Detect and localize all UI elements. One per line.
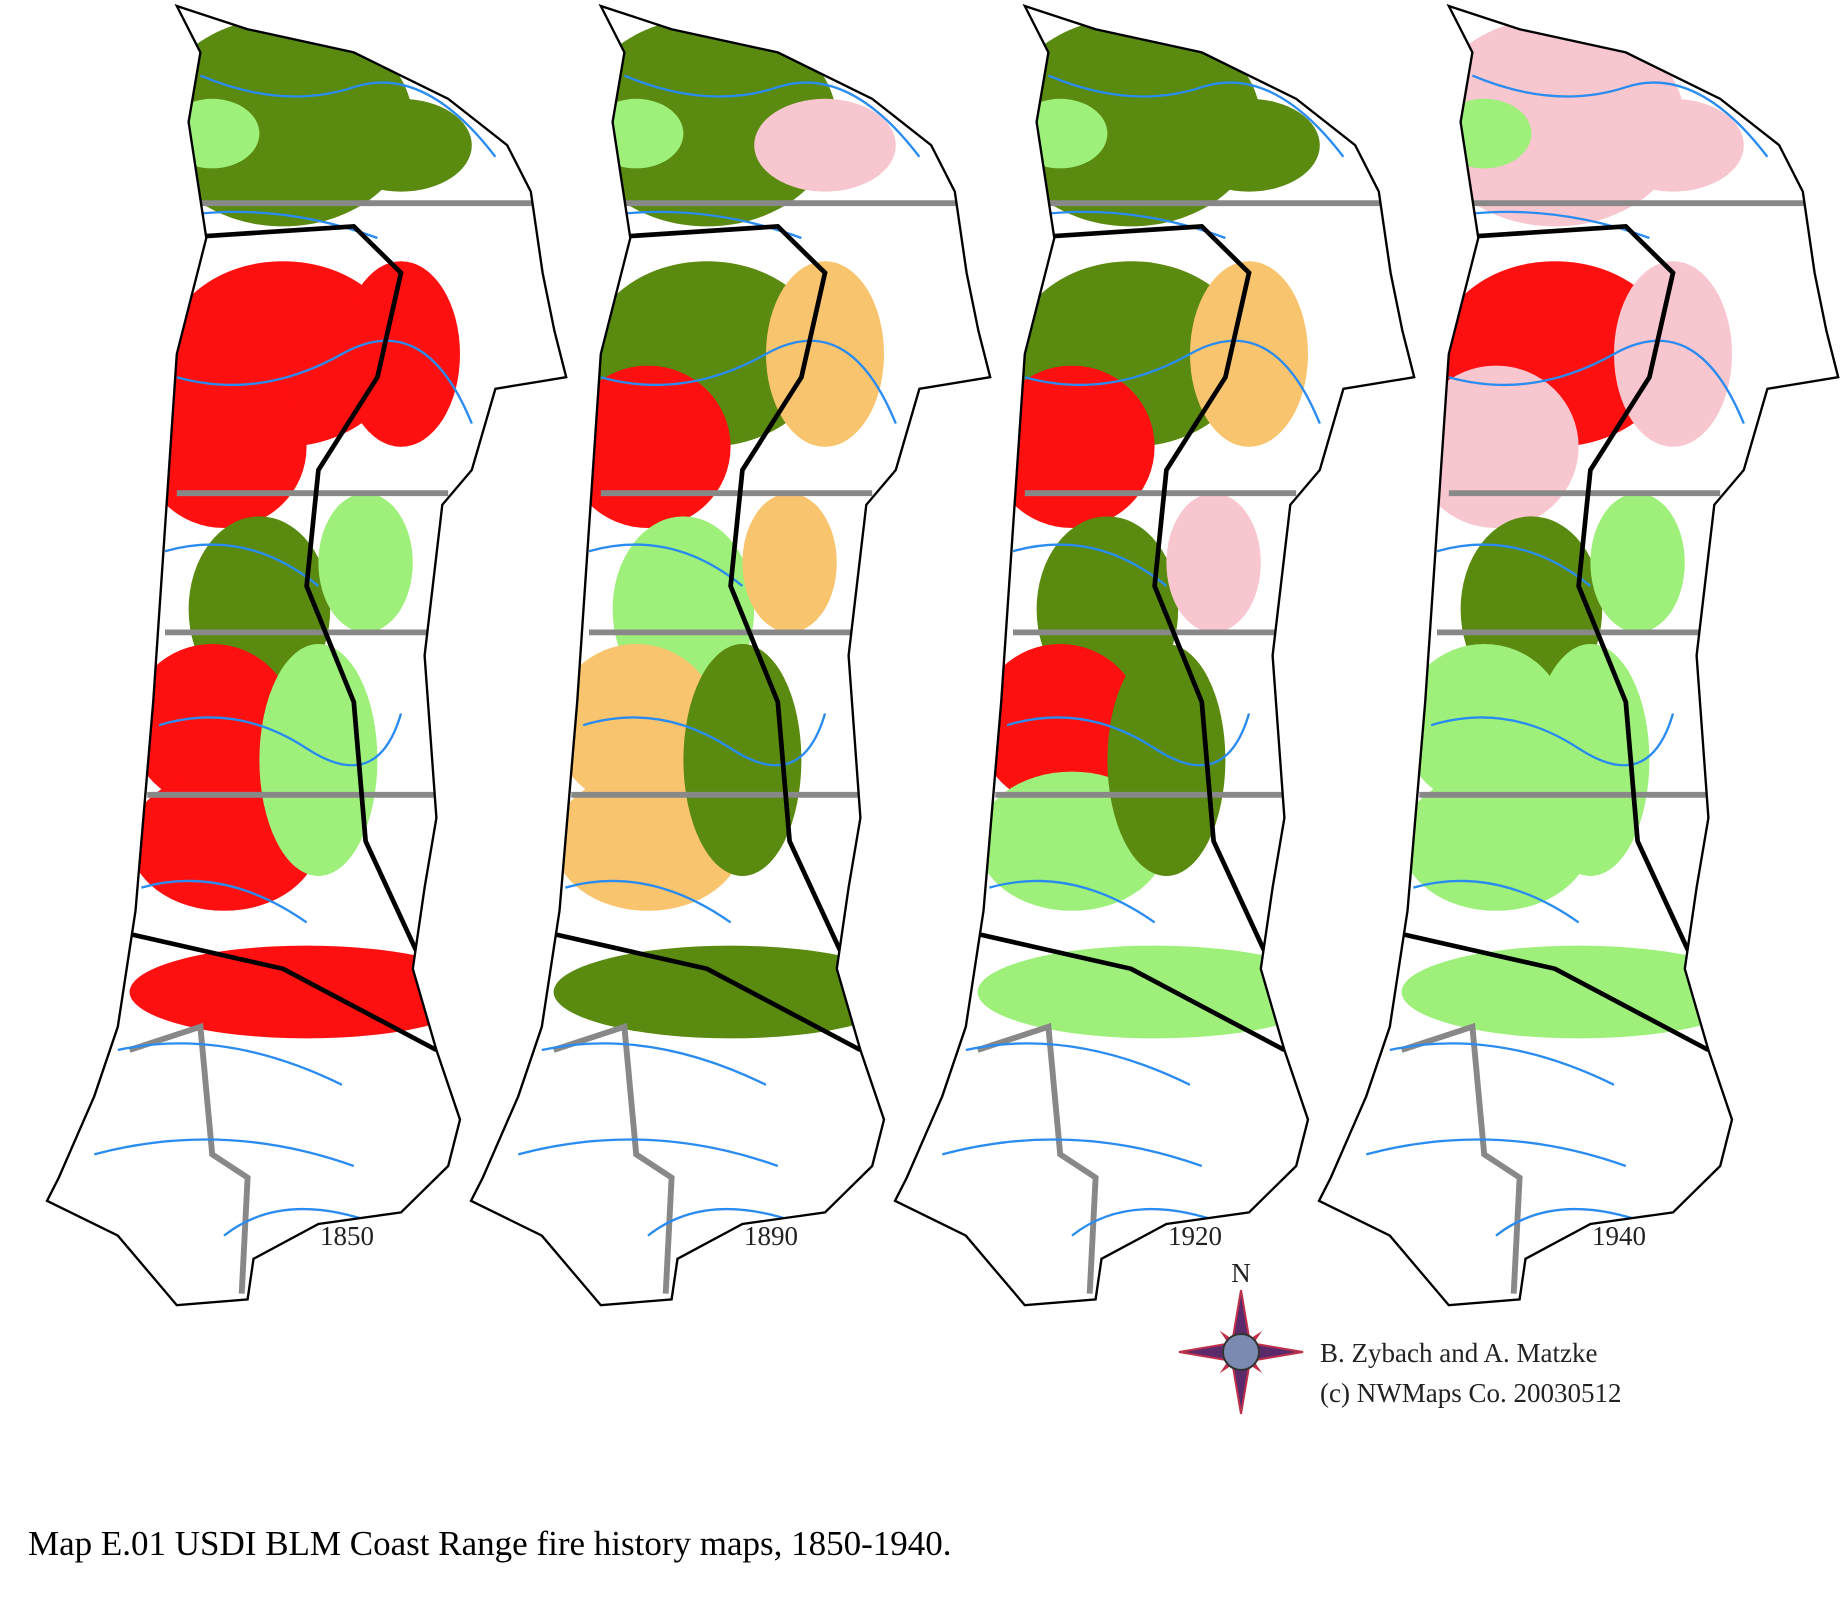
river [517,1138,779,1168]
vegetation-patch [1614,261,1732,447]
vegetation-patch [129,644,295,807]
river [176,339,473,425]
vegetation-patch [1437,98,1532,169]
district-line [1400,1022,1523,1294]
vegetation-patch [989,365,1155,528]
river [1006,713,1251,767]
river [600,339,897,425]
map-panel [893,4,1416,1307]
river [941,1138,1203,1168]
map-panel [469,4,992,1307]
district-line [552,1022,675,1294]
river [1471,74,1769,158]
map-year: 1890 [744,1221,798,1251]
vegetation-patch [742,493,837,633]
maps [45,4,1840,1307]
river [588,543,744,587]
watershed-boundary [977,224,1286,1053]
river [141,879,308,924]
vegetation-patch [1178,98,1320,192]
river [582,713,827,767]
vegetation-patch [683,644,802,876]
river [1413,879,1580,924]
river [1365,1138,1627,1168]
river [1024,339,1321,425]
vegetation-patch [259,644,378,876]
vegetation-patch [589,98,684,169]
map-year: 1940 [1592,1221,1646,1251]
vegetation [941,17,1391,1294]
vegetation-patch [1590,493,1685,633]
map-year: 1850 [320,1221,374,1251]
river [1430,713,1675,767]
river [565,879,732,924]
watershed-boundary [1401,224,1710,1053]
river [1071,1208,1226,1237]
vegetation-patch [565,365,731,528]
river [1436,543,1592,587]
vegetation-patch [1602,98,1744,192]
vegetation-patch [129,945,484,1039]
vegetation-patch [553,644,719,807]
river [1012,543,1168,587]
river [1495,1208,1650,1237]
credit-line: (c) NWMaps Co. 20030512 [1320,1378,1621,1408]
vegetation-patch [553,945,908,1039]
compass-north: N [1231,1258,1251,1288]
vegetation-patch [1413,365,1579,528]
river [1389,1042,1615,1086]
map-panel [45,4,568,1307]
vegetation-patch [330,98,472,192]
river [164,543,320,587]
vegetation-patch [141,365,307,528]
river [117,1042,343,1086]
river [1448,339,1745,425]
vegetation-patch [1166,493,1261,633]
vegetation-patch [1013,98,1108,169]
map-year: 1920 [1168,1221,1222,1251]
vegetation-patch [342,261,461,447]
vegetation [93,17,543,1294]
district-line [976,1022,1099,1294]
vegetation-patch [754,98,896,192]
vegetation-patch [1401,644,1567,807]
river [623,74,921,158]
river [989,879,1156,924]
river [223,1208,378,1237]
map-panel [1317,4,1840,1307]
river [158,713,403,767]
river [1047,74,1345,158]
river [199,74,497,158]
vegetation-patch [165,98,260,169]
watershed-boundary [129,224,438,1053]
vegetation [1365,17,1815,1294]
river [93,1138,355,1168]
river [965,1042,1191,1086]
credit-line: B. Zybach and A. Matzke [1320,1338,1597,1368]
vegetation-patch [977,945,1332,1039]
vegetation-patch [766,261,884,447]
vegetation-patch [1107,644,1226,876]
caption: Map E.01 USDI BLM Coast Range fire histo… [28,1524,952,1563]
watershed-boundary [553,224,862,1053]
river [541,1042,767,1086]
vegetation-patch [1190,261,1308,447]
vegetation-patch [977,644,1143,807]
vegetation-patch [1531,644,1650,876]
vegetation-patch [318,493,413,633]
district-line [128,1022,251,1294]
river [647,1208,802,1237]
compass: N [1178,1258,1304,1415]
vegetation-patch [1401,945,1756,1039]
